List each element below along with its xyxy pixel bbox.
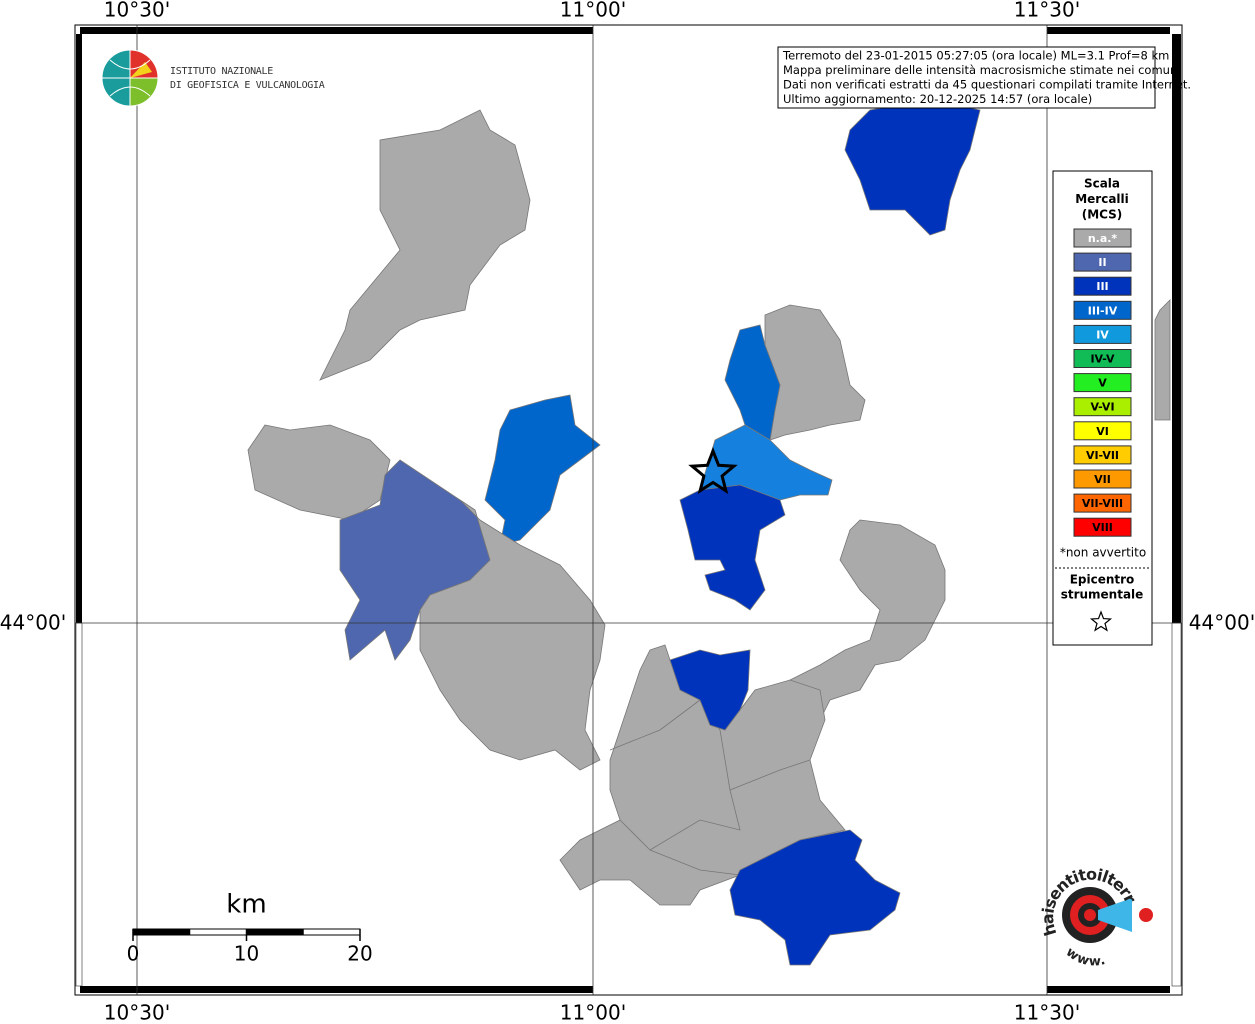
ingv-logo: ISTITUTO NAZIONALE DI GEOFISICA E VULCAN… (101, 49, 325, 107)
legend-swatch (1073, 300, 1132, 320)
info-line: Terremoto del 23-01-2015 05:27:05 (ora l… (782, 49, 1169, 63)
lat-label: 44°00' (1189, 611, 1255, 635)
legend-note: *non avvertito (1060, 546, 1146, 560)
legend-swatch (1073, 493, 1132, 513)
scale-segment (302, 928, 361, 936)
legend-label: III-IV (1088, 304, 1118, 317)
lon-label: 11°30' (1014, 0, 1080, 22)
scale-tick-label: 10 (234, 942, 259, 966)
legend-swatch (1073, 228, 1132, 248)
legend-label: V-VI (1090, 401, 1114, 414)
info-line: Ultimo aggiornamento: 20-12-2025 14:57 (… (783, 92, 1092, 106)
epicenter-star (688, 446, 738, 495)
legend-swatch (1073, 324, 1132, 344)
legend-title: (MCS) (1082, 208, 1123, 222)
ingv-name: ISTITUTO NAZIONALE (170, 66, 273, 77)
scale-tick-label: 0 (127, 942, 140, 966)
legend-label: VI (1096, 425, 1109, 438)
legend-label: III (1096, 280, 1108, 293)
legend-title: Scala (1084, 177, 1120, 191)
legend-label: VII-VIII (1082, 497, 1123, 510)
legend-label: IV (1096, 328, 1109, 341)
legend-label: VIII (1092, 521, 1113, 534)
legend-label: n.a.* (1088, 232, 1118, 245)
lon-label: 11°30' (1014, 1001, 1080, 1024)
legend-epicenter: strumentale (1061, 588, 1144, 602)
legend-swatch (1073, 445, 1132, 465)
lon-label: 11°00' (560, 0, 626, 22)
frame-stripes (75, 27, 1182, 993)
legend-swatch (1073, 349, 1132, 368)
legend-label: VII (1094, 473, 1111, 486)
scale-tick-label: 20 (347, 942, 372, 966)
legend-swatch (1073, 397, 1132, 417)
info-text: Terremoto del 23-01-2015 05:27:05 (ora l… (782, 49, 1191, 107)
scale-segment (189, 928, 247, 936)
legend-swatch (1073, 421, 1132, 441)
legend-title: Mercalli (1075, 192, 1129, 206)
ingv-name: DI GEOFISICA E VULCANOLOGIA (170, 80, 325, 91)
legend-star (1089, 610, 1113, 632)
legend-swatch (1073, 252, 1132, 272)
graticule (75, 25, 1182, 995)
lat-label: 44°00' (0, 611, 66, 635)
scale-unit: km (226, 890, 266, 920)
legend-label: II (1098, 256, 1106, 269)
lon-label: 11°00' (560, 1001, 626, 1024)
info-box (777, 46, 1156, 109)
lon-label: 10°30' (104, 0, 170, 22)
legend-label: V (1098, 377, 1107, 390)
lon-label: 10°30' (104, 1001, 170, 1024)
scale-bar: 0 10 20 km (127, 890, 373, 966)
municipalities (247, 99, 1171, 966)
legend-label: VI-VII (1086, 449, 1119, 462)
legend-epicenter: Epicentro (1070, 573, 1135, 587)
legend-swatch (1073, 373, 1132, 393)
scale-segment (132, 928, 191, 936)
legend-swatch (1073, 469, 1132, 489)
legend: ScalaMercalli(MCS)n.a.*IIIIIIII-IVIVIV-V… (1060, 177, 1146, 602)
legend-swatch (1073, 276, 1132, 296)
info-line: Dati non verificati estratti da 45 quest… (783, 78, 1191, 92)
legend-swatch (1073, 517, 1132, 537)
scale-segment (246, 928, 304, 936)
info-line: Mappa preliminare delle intensità macros… (783, 63, 1180, 77)
legend-label: IV-V (1090, 353, 1115, 366)
